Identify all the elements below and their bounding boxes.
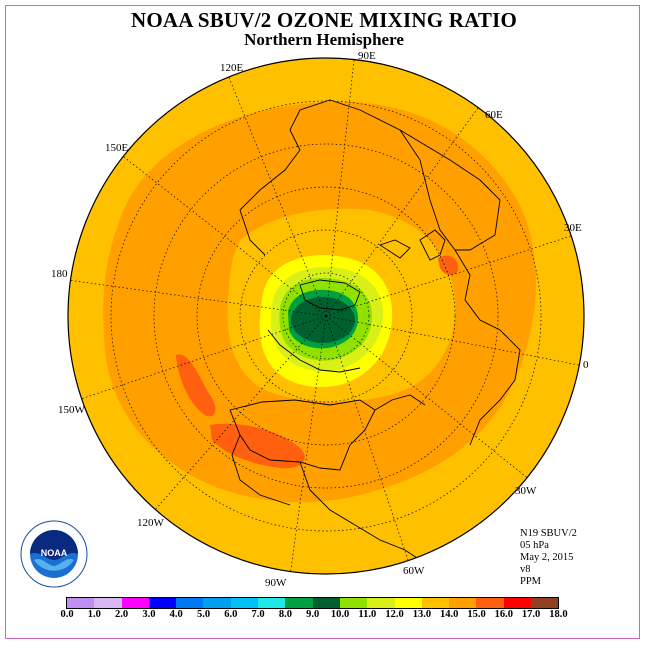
field-core bbox=[291, 297, 355, 343]
colorbar-tick-label: 15.0 bbox=[467, 609, 486, 620]
colorbar-tick-label: 2.0 bbox=[115, 609, 129, 620]
colorbar-swatch bbox=[67, 598, 95, 608]
globe-outline bbox=[67, 57, 585, 575]
lon-label-60w: 60W bbox=[403, 565, 425, 577]
logo-wordmark: NOAA bbox=[41, 548, 68, 558]
colorbar-swatch bbox=[421, 598, 450, 608]
meridians bbox=[68, 59, 584, 574]
colorbar-tick-label: 5.0 bbox=[196, 609, 211, 620]
lon-label-90w: 90W bbox=[265, 577, 287, 589]
colorbar-swatch bbox=[258, 598, 286, 608]
latitude-circles bbox=[110, 100, 542, 532]
info-date: May 2, 2015 bbox=[520, 552, 574, 563]
colorbar-tick-label: 11.0 bbox=[358, 609, 377, 620]
info-units: PPM bbox=[520, 576, 542, 587]
colorbar-tick-label: 6.0 bbox=[224, 609, 238, 620]
colorbar-swatch bbox=[176, 598, 204, 608]
colorbar-tick-label: 9.0 bbox=[306, 609, 320, 620]
colorbar bbox=[66, 597, 560, 609]
field-15-16-usa bbox=[210, 423, 305, 469]
lon-label-150w: 150W bbox=[58, 404, 85, 416]
colorbar-tick-label: 18.0 bbox=[549, 609, 568, 620]
info-version: v8 bbox=[520, 564, 531, 575]
lon-label-60e: 60E bbox=[485, 109, 503, 121]
lon-label-150e: 150E bbox=[105, 142, 129, 154]
coastlines bbox=[229, 99, 521, 561]
colorbar-swatch bbox=[367, 598, 395, 608]
info-instrument: N19 SBUV/2 bbox=[520, 528, 577, 539]
colorbar-tick-label: 1.0 bbox=[87, 609, 101, 620]
map-title: NOAA SBUV/2 OZONE MIXING RATIO bbox=[131, 8, 517, 32]
lon-label-0: 0 bbox=[583, 359, 589, 371]
figure-frame bbox=[5, 5, 640, 639]
lon-label-120e: 120E bbox=[220, 62, 244, 74]
colorbar-swatch bbox=[312, 598, 340, 608]
colorbar-tick-label: 12.0 bbox=[385, 609, 404, 620]
lon-label-180: 180 bbox=[51, 268, 68, 280]
lon-label-120w: 120W bbox=[137, 517, 164, 529]
colorbar-swatch bbox=[148, 598, 177, 608]
lon-label-90e: 90E bbox=[358, 50, 376, 62]
colorbar-swatch bbox=[503, 598, 532, 608]
colorbar-swatch bbox=[531, 598, 559, 608]
field-15-16-scandinavia bbox=[438, 255, 459, 276]
colorbar-tick-label: 10.0 bbox=[330, 609, 350, 620]
colorbar-tick-label: 13.0 bbox=[412, 609, 432, 620]
colorbar-swatch bbox=[121, 598, 149, 608]
colorbar-swatch bbox=[394, 598, 422, 608]
colorbar-tick-label: 14.0 bbox=[440, 609, 459, 620]
info-block: N19 SBUV/2 05 hPa May 2, 2015 v8 PPM bbox=[520, 528, 577, 588]
noaa-logo: NOAA bbox=[20, 520, 88, 588]
colorbar-tick-label: 3.0 bbox=[142, 609, 156, 620]
colorbar-tick-label: 8.0 bbox=[278, 609, 292, 620]
field-15-16-pacific bbox=[176, 354, 216, 417]
colorbar-swatch bbox=[339, 598, 368, 608]
colorbar-tick-label: 7.0 bbox=[251, 609, 265, 620]
colorbar-swatch bbox=[94, 598, 122, 608]
colorbar-tick-label: 17.0 bbox=[521, 609, 541, 620]
lon-label-30e: 30E bbox=[564, 222, 582, 234]
colorbar-swatch bbox=[203, 598, 231, 608]
colorbar-swatch bbox=[476, 598, 504, 608]
colorbar-swatch bbox=[230, 598, 259, 608]
lon-label-30w: 30W bbox=[515, 485, 537, 497]
colorbar-swatch bbox=[449, 598, 477, 608]
colorbar-tick-label: 4.0 bbox=[169, 609, 183, 620]
colorbar-tick-label: 0.0 bbox=[60, 609, 74, 620]
info-level: 05 hPa bbox=[520, 540, 549, 551]
colorbar-tick-label: 16.0 bbox=[494, 609, 513, 620]
colorbar-swatch bbox=[285, 598, 313, 608]
map-subtitle: Northern Hemisphere bbox=[244, 30, 404, 49]
